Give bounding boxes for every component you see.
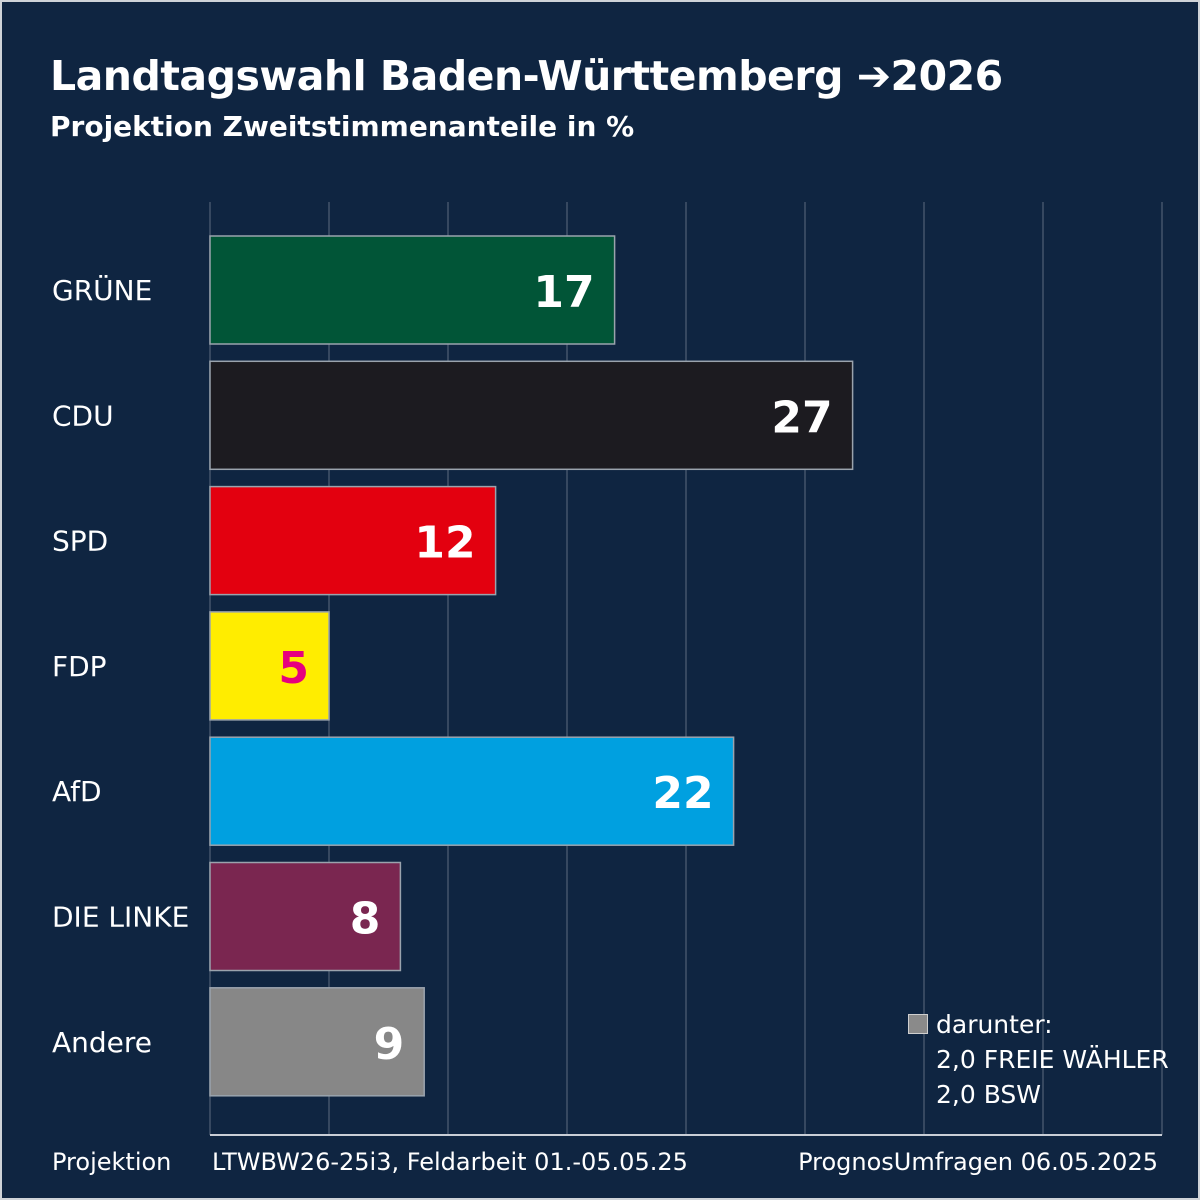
value-label-die-linke: 8 — [350, 894, 381, 945]
andere-legend-swatch — [908, 1014, 928, 1034]
bar-die-linke — [209, 861, 402, 972]
value-label-fdp: 5 — [278, 643, 309, 694]
category-label-spd: SPD — [52, 525, 108, 558]
note-line-freie-waehler: 2,0 FREIE WÄHLER — [936, 1045, 1169, 1074]
bar-afd — [209, 736, 735, 846]
value-label-cdu: 27 — [771, 392, 832, 443]
note-line-bsw: 2,0 BSW — [936, 1080, 1042, 1109]
andere-breakdown-note: darunter: 2,0 FREIE WÄHLER 2,0 BSW — [908, 1007, 1169, 1112]
bar-spd — [209, 485, 497, 596]
category-label-die-linke: DIE LINKE — [52, 901, 189, 934]
category-label-fdp: FDP — [52, 650, 107, 683]
note-heading: darunter: — [936, 1010, 1053, 1039]
chart-subtitle: Projektion Zweitstimmenanteile in % — [50, 110, 635, 143]
category-label-afd: AfD — [52, 775, 102, 808]
value-label-spd: 12 — [414, 518, 475, 569]
bar-andere — [209, 987, 425, 1097]
category-label-gruene: GRÜNE — [52, 273, 152, 307]
bar-gruene — [209, 235, 616, 345]
chart-title: Landtagswahl Baden-Württemberg ➔2026 — [50, 52, 1003, 100]
category-label-cdu: CDU — [52, 399, 114, 432]
bar-fdp — [209, 611, 330, 721]
footer-right: PrognosUmfragen 06.05.2025 — [798, 1148, 1158, 1176]
value-label-afd: 22 — [652, 768, 713, 819]
footer-middle: LTWBW26-25i3, Feldarbeit 01.-05.05.25 — [212, 1148, 688, 1176]
value-label-andere: 9 — [374, 1019, 405, 1070]
footer-left: Projektion — [52, 1148, 172, 1176]
category-label-andere: Andere — [52, 1026, 152, 1059]
value-label-gruene: 17 — [533, 267, 594, 318]
bar-cdu — [209, 360, 854, 471]
